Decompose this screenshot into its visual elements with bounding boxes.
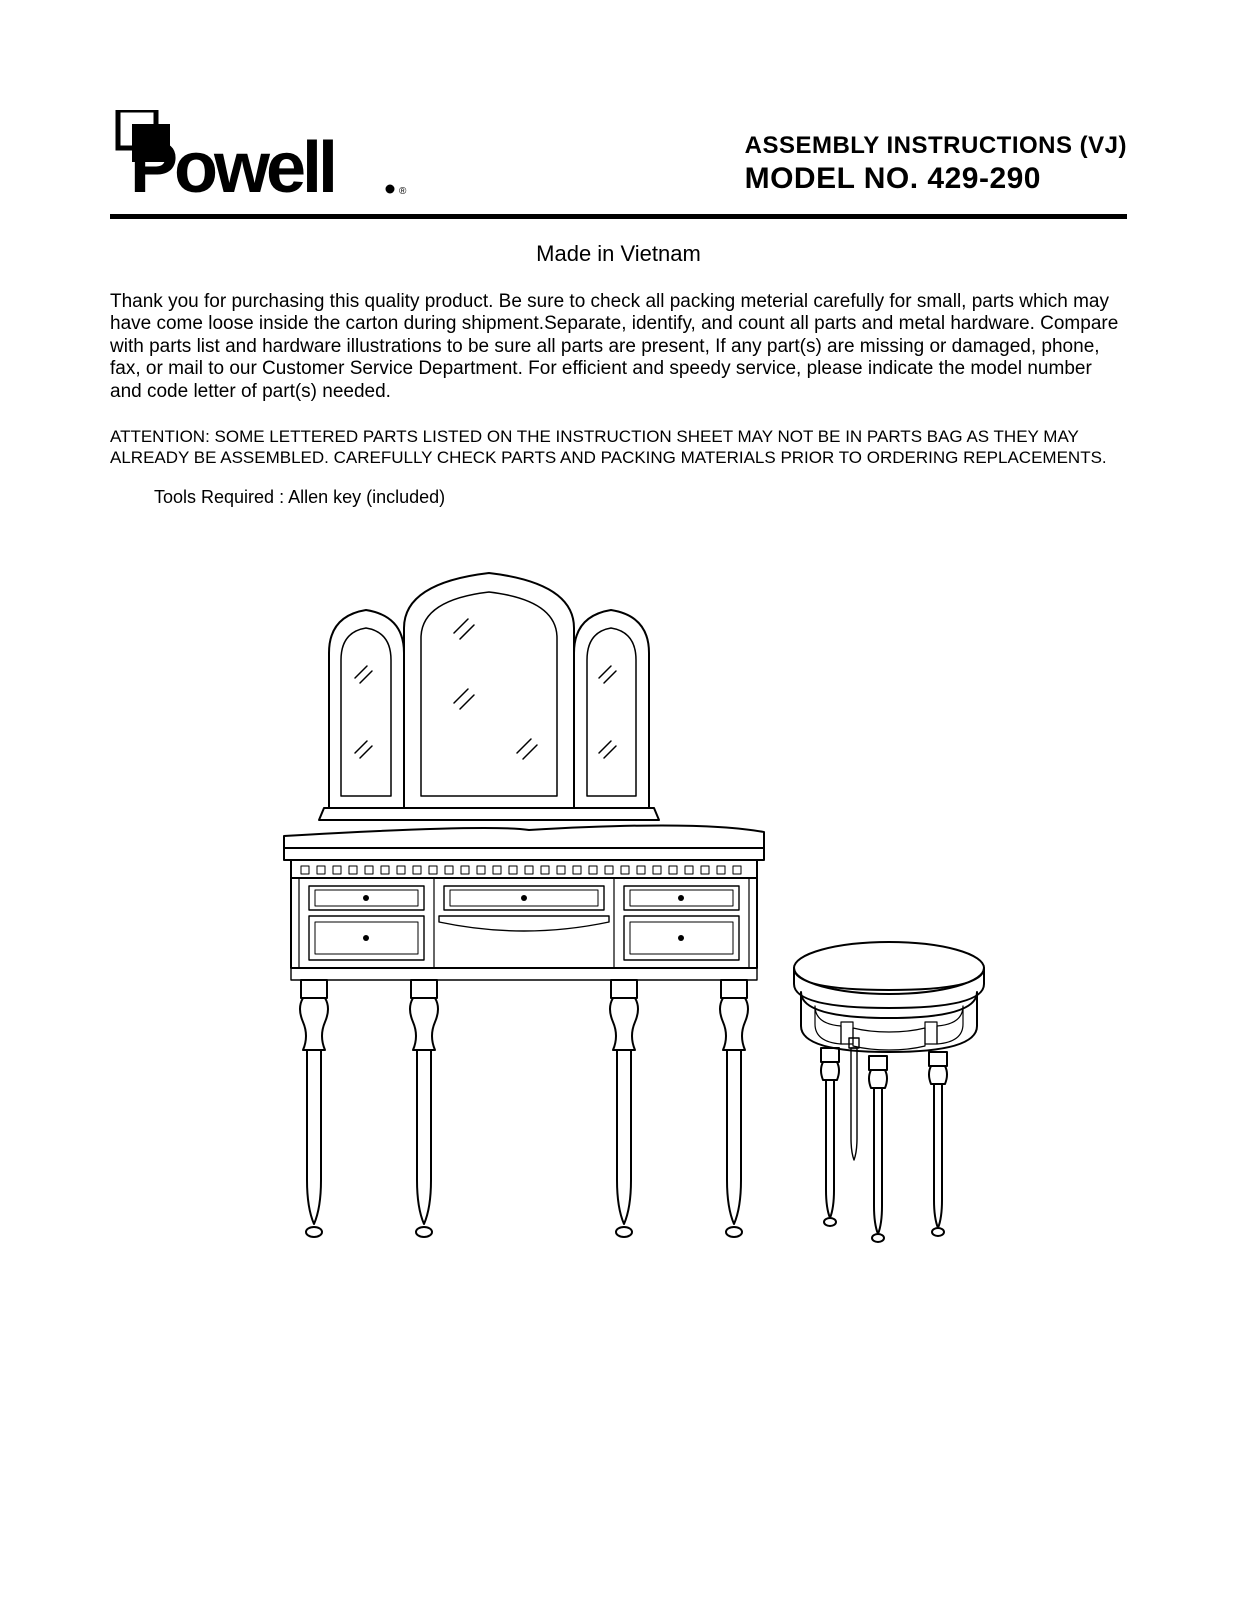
header-rule: [110, 214, 1127, 219]
doc-title-line1: ASSEMBLY INSTRUCTIONS (VJ): [745, 132, 1127, 160]
svg-text:®: ®: [399, 186, 407, 197]
brand-logo: Powell ®: [110, 110, 410, 200]
attention-paragraph: ATTENTION: SOME LETTERED PARTS LISTED ON…: [110, 427, 1127, 468]
product-illustration: [110, 538, 1127, 1278]
made-in-label: Made in Vietnam: [110, 241, 1127, 267]
intro-paragraph: Thank you for purchasing this quality pr…: [110, 291, 1127, 403]
tools-required: Tools Required : Allen key (included): [154, 487, 1127, 508]
doc-title-line2: MODEL NO. 429-290: [745, 162, 1127, 196]
svg-text:Powell: Powell: [130, 128, 334, 205]
